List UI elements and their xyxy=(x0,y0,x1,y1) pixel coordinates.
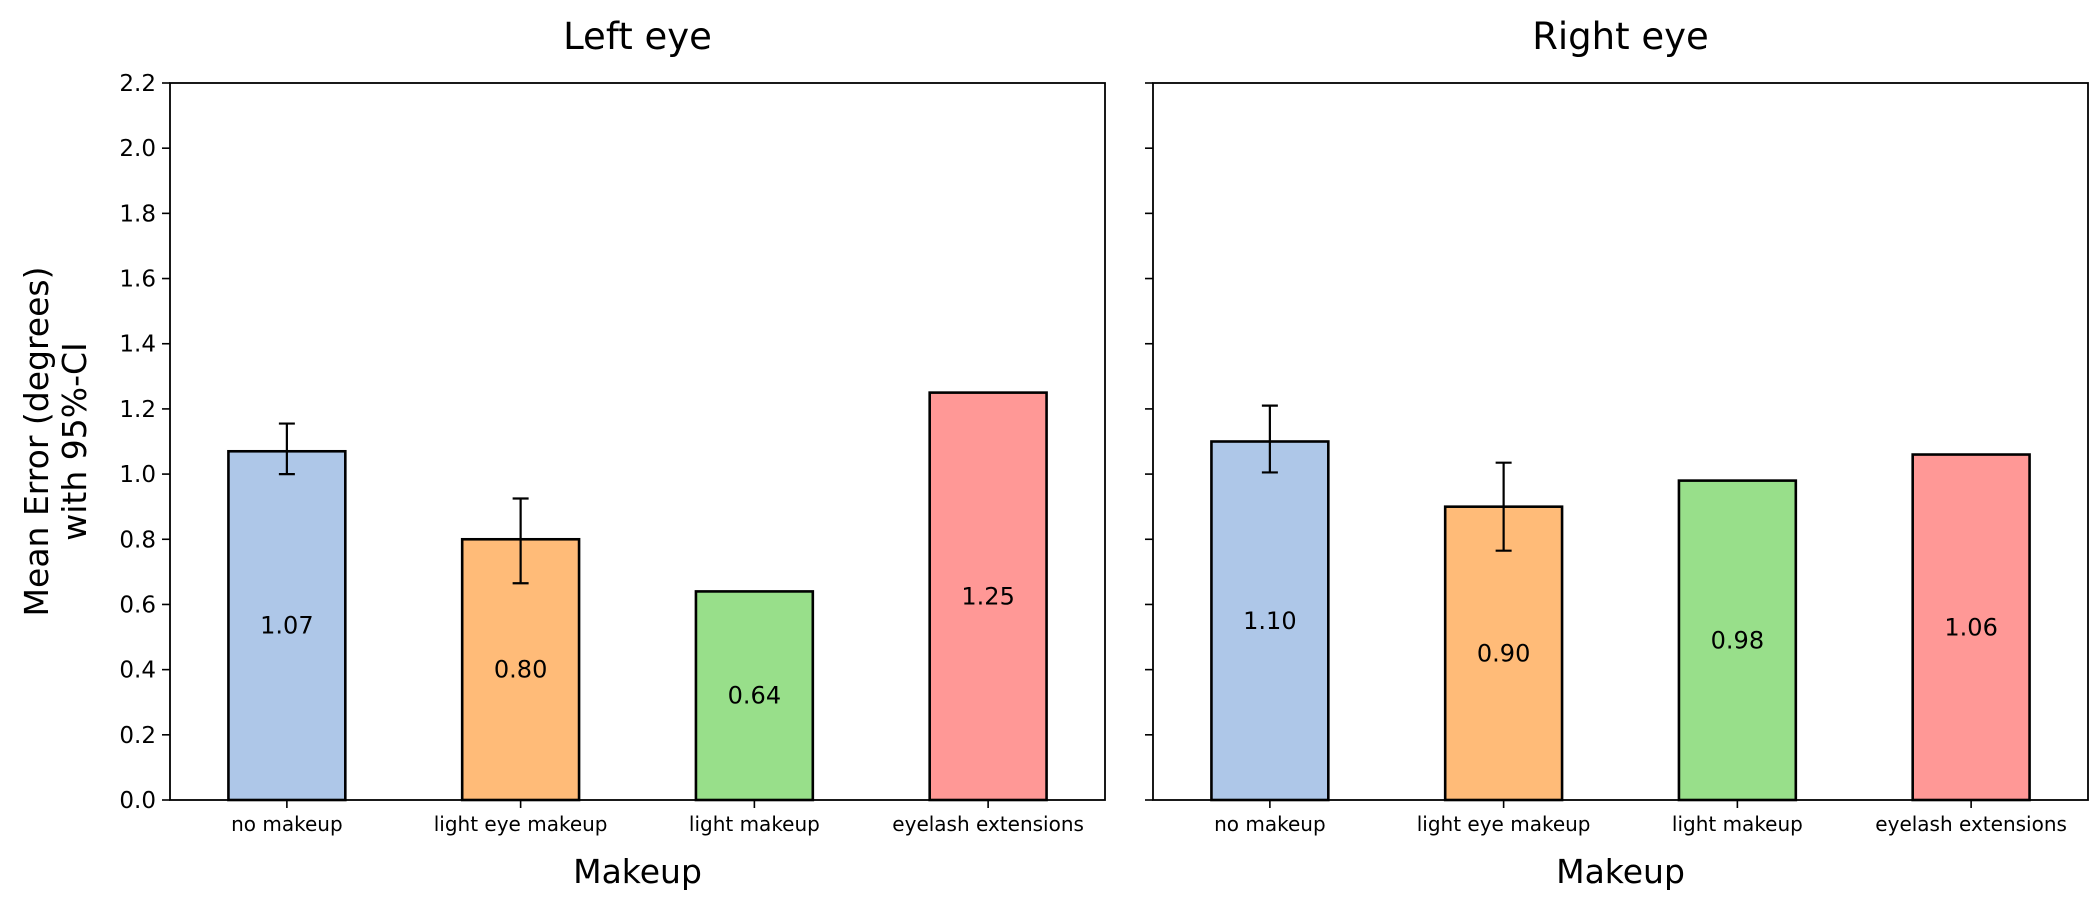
x-axis-label: Makeup xyxy=(1556,852,1685,891)
y-tick-label: 1.6 xyxy=(119,267,156,293)
y-axis-label-line: Mean Error (degrees) xyxy=(17,267,56,617)
value-label: 1.10 xyxy=(1243,607,1296,635)
x-tick-label: light eye makeup xyxy=(1417,812,1591,836)
bar-light-makeup xyxy=(694,590,815,802)
panel-title: Left eye xyxy=(563,15,712,58)
y-tick-label: 0.0 xyxy=(119,788,156,814)
value-label: 1.07 xyxy=(260,612,313,640)
bar-light-eye-makeup xyxy=(1443,505,1564,802)
value-label: 0.64 xyxy=(728,682,781,710)
x-tick-label: eyelash extensions xyxy=(892,812,1084,836)
y-tick-label: 0.2 xyxy=(119,723,156,749)
y-axis-label: Mean Error (degrees)with 95%-CI xyxy=(17,267,94,617)
y-tick-label: 2.2 xyxy=(119,71,156,97)
value-label: 1.25 xyxy=(961,582,1014,610)
y-tick-label: 0.8 xyxy=(119,527,156,553)
y-tick-label: 1.0 xyxy=(119,462,156,488)
y-tick-label: 0.4 xyxy=(119,658,156,684)
value-label: 0.98 xyxy=(1711,626,1764,654)
bar-eyelash-extensions xyxy=(928,391,1048,802)
x-tick-label: light makeup xyxy=(1672,812,1803,836)
x-tick-label: light eye makeup xyxy=(434,812,608,836)
value-label: 0.90 xyxy=(1477,639,1530,667)
y-tick-label: 0.6 xyxy=(119,592,156,618)
panel-title: Right eye xyxy=(1532,15,1709,58)
x-axis-label: Makeup xyxy=(573,852,702,891)
axes-frame xyxy=(1152,82,2089,801)
bar-light-makeup xyxy=(1677,479,1798,802)
y-axis-label-line: with 95%-CI xyxy=(55,342,94,541)
value-label: 1.06 xyxy=(1944,613,1997,641)
bar-no-makeup xyxy=(227,449,347,802)
y-tick-label: 1.4 xyxy=(119,332,156,358)
y-tick-label: 1.2 xyxy=(119,397,156,423)
axes-frame xyxy=(169,82,1106,801)
y-tick-label: 2.0 xyxy=(119,136,156,162)
x-tick-label: no makeup xyxy=(231,812,343,836)
x-tick-label: no makeup xyxy=(1214,812,1326,836)
value-label: 0.80 xyxy=(494,656,547,684)
x-tick-label: eyelash extensions xyxy=(1875,812,2067,836)
x-tick-label: light makeup xyxy=(689,812,820,836)
bar-eyelash-extensions xyxy=(1911,453,2031,802)
y-tick-label: 1.8 xyxy=(119,201,156,227)
